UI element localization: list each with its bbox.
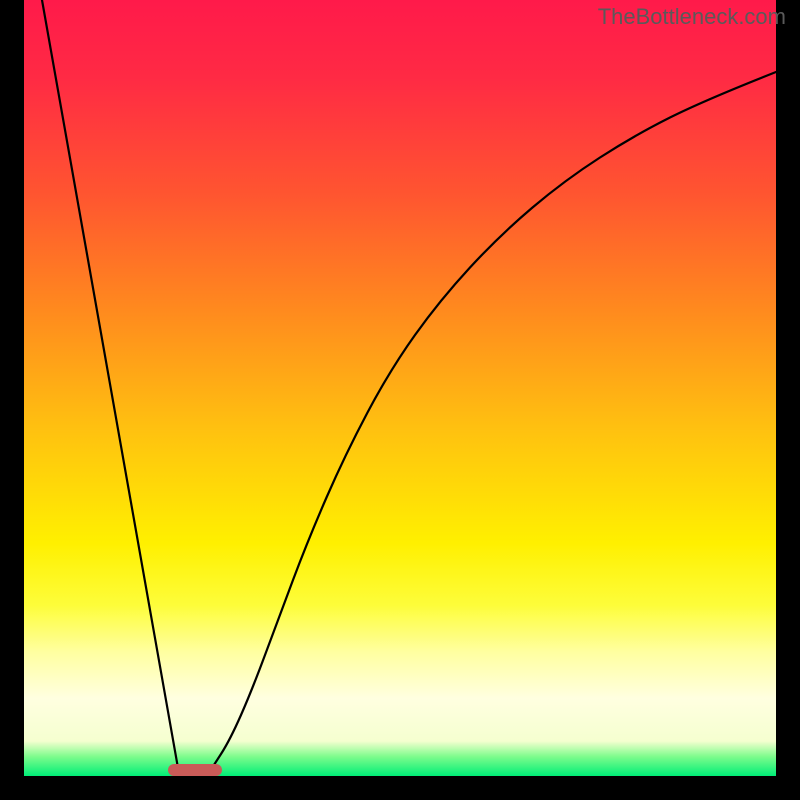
bottleneck-chart bbox=[0, 0, 800, 800]
optimal-range-marker bbox=[168, 764, 222, 776]
watermark-text: TheBottleneck.com bbox=[598, 4, 786, 30]
chart-container: TheBottleneck.com bbox=[0, 0, 800, 800]
gradient-background bbox=[24, 0, 776, 776]
